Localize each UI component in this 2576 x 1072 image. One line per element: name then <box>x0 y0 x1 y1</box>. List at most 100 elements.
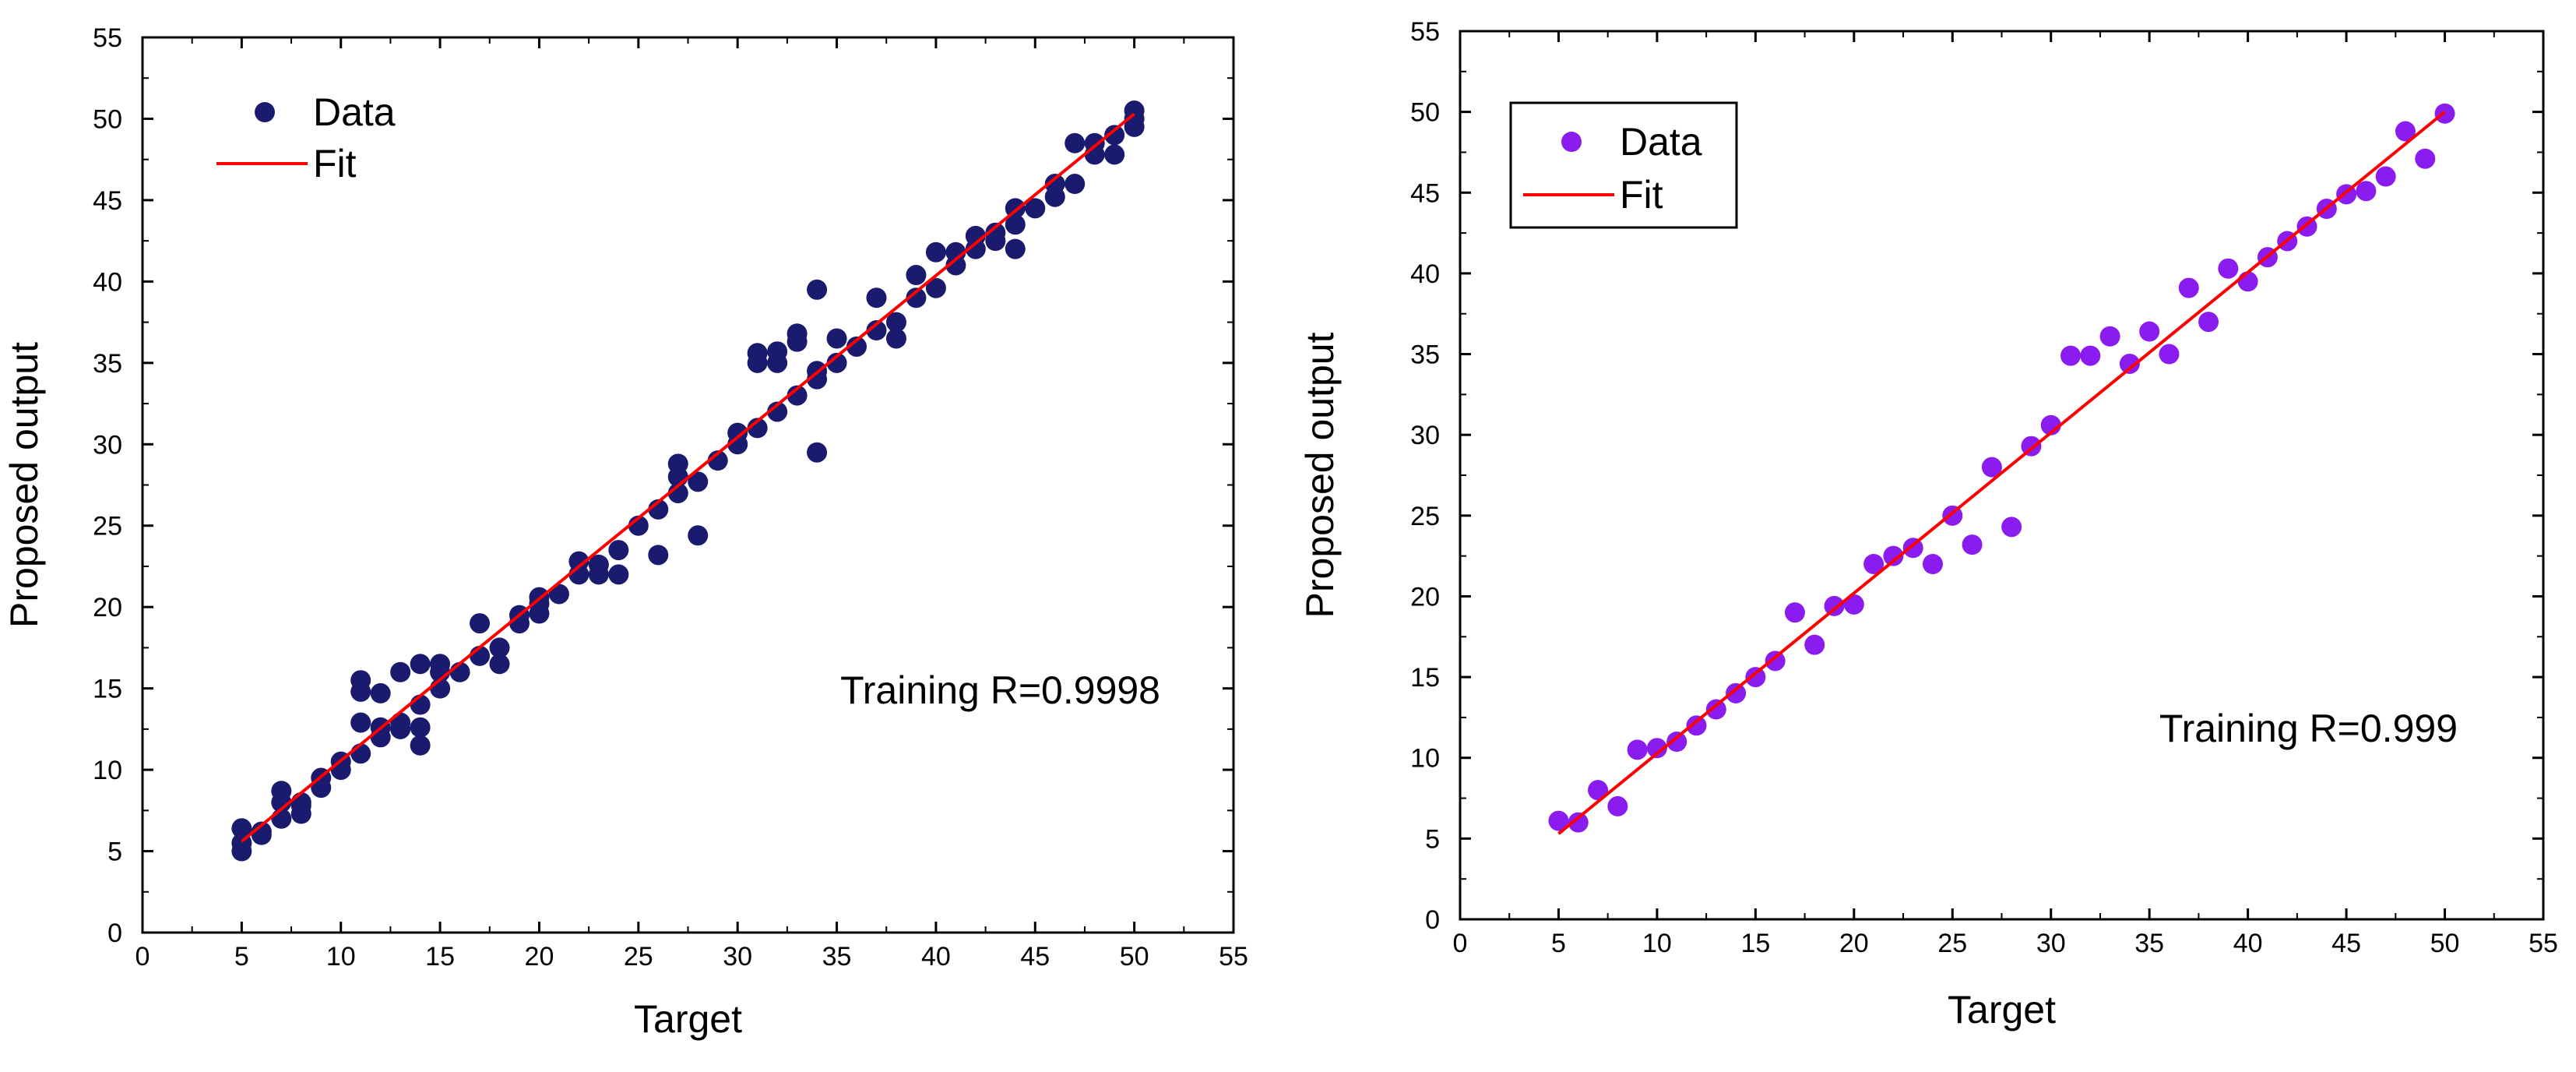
y-tick-label: 40 <box>93 267 122 297</box>
data-point <box>2159 344 2180 365</box>
x-tick-label: 45 <box>1020 942 1050 972</box>
x-tick-label: 15 <box>1740 929 1770 958</box>
data-point <box>1025 198 1046 219</box>
data-point <box>470 613 491 634</box>
y-tick-label: 15 <box>93 675 122 704</box>
y-axis-title: Proposed output <box>1298 332 1342 618</box>
x-tick-label: 50 <box>1120 942 1149 972</box>
y-tick-label: 0 <box>1425 905 1440 935</box>
data-point <box>1588 780 1609 801</box>
data-point <box>608 564 629 585</box>
right-chart-panel: 0 5 10 15 20 25 30 35 40 45 50 55 0 5 10 15 20 25 30 35 40 45… <box>1298 17 2558 1031</box>
y-tick-label: 0 <box>107 919 122 948</box>
data-point <box>727 422 748 443</box>
y-tick-label: 25 <box>1410 502 1440 531</box>
data-point <box>925 242 946 263</box>
x-tick-label: 0 <box>1453 929 1468 958</box>
data-point <box>1065 174 1086 195</box>
x-tick-label: 40 <box>2233 929 2263 958</box>
data-point <box>1104 144 1125 165</box>
legend-data-marker <box>1561 132 1582 152</box>
legend-box <box>1509 101 1738 229</box>
data-point <box>410 735 431 756</box>
x-tick-label: 45 <box>2331 929 2361 958</box>
data-point <box>866 287 887 309</box>
y-tick-label: 10 <box>1410 744 1440 774</box>
data-point <box>1765 651 1786 672</box>
x-tick-label: 15 <box>425 942 455 972</box>
data-point <box>410 654 431 675</box>
data-point <box>1922 554 1943 574</box>
training-r-annotation: Training R=0.999 <box>2159 707 2458 750</box>
data-point <box>370 682 391 704</box>
data-point <box>608 540 629 561</box>
x-tick-label: 25 <box>624 942 653 972</box>
x-tick-label: 55 <box>2528 929 2558 958</box>
data-point <box>1104 125 1125 146</box>
data-point <box>1784 602 1805 623</box>
x-tick-label: 10 <box>326 942 356 972</box>
data-point <box>1646 738 1667 759</box>
data-point <box>271 781 292 802</box>
data-point <box>1705 699 1726 720</box>
data-point <box>251 821 272 842</box>
data-point <box>350 743 371 764</box>
data-point <box>2415 148 2436 169</box>
y-tick-label: 35 <box>1410 340 1440 370</box>
data-point <box>906 287 927 309</box>
data-point <box>1726 682 1747 704</box>
data-point <box>2119 353 2140 374</box>
fit-line <box>241 112 1135 843</box>
data-point <box>1548 810 1569 831</box>
data-point <box>410 717 431 738</box>
data-point <box>1044 174 1065 195</box>
data-point <box>1883 545 1904 566</box>
data-point <box>2237 271 2258 292</box>
data-point <box>906 265 927 286</box>
data-point <box>1005 214 1026 235</box>
data-point <box>2099 326 2120 347</box>
data-point <box>688 471 709 492</box>
x-tick-label: 10 <box>1642 929 1672 958</box>
x-axis-title: Target <box>1948 988 2056 1031</box>
data-point <box>2395 121 2416 142</box>
data-point <box>2375 166 2396 187</box>
data-point <box>2139 321 2160 342</box>
data-point <box>290 792 311 813</box>
data-point <box>2178 277 2199 298</box>
data-point <box>648 545 669 566</box>
data-point <box>390 661 411 682</box>
data-point <box>568 551 589 572</box>
data-point <box>846 336 867 357</box>
y-tick-label: 20 <box>93 593 122 622</box>
data-point <box>807 279 828 300</box>
data-point <box>2198 312 2219 333</box>
data-point <box>826 352 847 373</box>
data-point <box>1568 812 1589 833</box>
x-tick-label: 55 <box>1219 942 1248 972</box>
data-point <box>2001 517 2022 538</box>
data-point <box>747 343 768 364</box>
y-tick-label: 5 <box>107 838 122 867</box>
data-point <box>2060 345 2082 366</box>
data-point <box>390 712 411 733</box>
data-point <box>767 341 788 362</box>
data-point <box>945 242 966 263</box>
training-r-annotation: Training R=0.9998 <box>840 668 1160 712</box>
data-point <box>747 418 768 439</box>
y-tick-label: 45 <box>1410 178 1440 208</box>
x-tick-label: 25 <box>1937 929 1967 958</box>
x-tick-label: 50 <box>2430 929 2460 958</box>
data-point <box>767 401 788 422</box>
legend-data-label: Data <box>1620 120 1702 164</box>
data-point <box>1843 594 1864 615</box>
y-tick-label: 45 <box>93 186 122 216</box>
x-tick-label: 0 <box>135 942 150 972</box>
data-point <box>350 712 371 733</box>
data-point <box>1981 457 2002 478</box>
y-tick-label: 55 <box>93 23 122 53</box>
data-point <box>866 320 887 341</box>
y-tick-label: 30 <box>1410 421 1440 450</box>
data-point <box>350 670 371 691</box>
